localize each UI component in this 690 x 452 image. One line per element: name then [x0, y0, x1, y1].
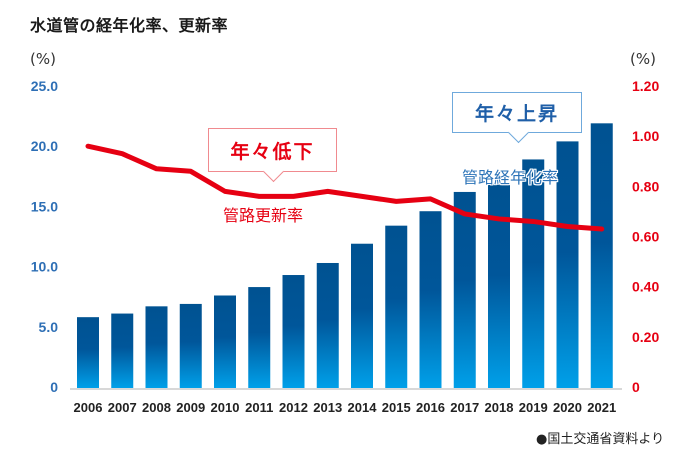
x-tick-label: 2009: [176, 400, 205, 415]
bar-series: [77, 123, 613, 388]
source-note: ●国土交通省資料より: [536, 432, 665, 447]
bar-2014: [351, 243, 373, 388]
x-tick-label: 2010: [211, 400, 240, 415]
right-axis-unit: (%): [630, 50, 656, 68]
right-tick-label: 0.40: [632, 279, 659, 295]
bar-2019: [522, 159, 545, 388]
rise-callout-text: 年々上昇: [474, 103, 559, 125]
bar-2011: [248, 287, 271, 388]
decline-callout-text: 年々低下: [230, 140, 315, 163]
left-tick-label: 0: [50, 379, 58, 395]
left-tick-label: 20.0: [31, 138, 58, 154]
right-tick-label: 0.60: [632, 229, 659, 245]
bar-2021: [590, 123, 613, 388]
x-tick-label: 2017: [450, 400, 479, 415]
aging-rate-label: 管路経年化率: [462, 168, 559, 187]
x-tick-label: 2008: [142, 400, 171, 415]
renewal-rate-label: 管路更新率: [223, 206, 304, 225]
right-tick-label: 0: [632, 379, 640, 395]
x-tick-label: 2013: [313, 400, 342, 415]
x-tick-label: 2019: [519, 400, 548, 415]
bar-2015: [385, 225, 408, 388]
bar-2009: [179, 303, 202, 388]
x-tick-label: 2011: [245, 400, 273, 415]
left-tick-label: 15.0: [31, 198, 58, 214]
bar-2006: [77, 317, 99, 388]
bar-2020: [556, 141, 579, 388]
bar-2012: [282, 275, 305, 388]
x-tick-label: 2006: [74, 400, 103, 415]
x-tick-label: 2015: [382, 400, 411, 415]
x-tick-label: 2020: [553, 400, 582, 415]
line-series: [85, 143, 605, 232]
bar-2007: [111, 313, 134, 388]
right-tick-label: 1.20: [632, 78, 659, 94]
right-tick-label: 0.80: [632, 178, 659, 194]
bar-2018: [488, 183, 510, 388]
left-axis-unit: (%): [30, 50, 56, 68]
left-tick-label: 10.0: [31, 259, 58, 275]
x-tick-label: 2014: [348, 400, 378, 415]
bar-2010: [214, 295, 236, 388]
x-axis: 2006 2007 2008 2009 2010 2011 2012 2013 2014 2015…: [74, 400, 617, 415]
right-tick-label: 0.20: [632, 329, 659, 345]
bar-2017: [453, 191, 476, 388]
bar-2008: [145, 306, 168, 388]
right-axis: 0 0.20 0.40 0.60 0.80 1.00 1.20: [632, 78, 659, 395]
x-tick-label: 2021: [587, 400, 616, 415]
left-axis: 0 5.0 10.0 15.0 20.0 25.0: [31, 78, 58, 395]
rise-callout: 年々上昇: [452, 92, 582, 144]
x-tick-label: 2018: [485, 400, 514, 415]
left-tick-label: 5.0: [39, 319, 59, 335]
x-tick-label: 2007: [108, 400, 137, 415]
bar-2016: [419, 211, 442, 388]
left-tick-label: 25.0: [31, 78, 58, 94]
x-tick-label: 2016: [416, 400, 445, 415]
renewal-rate-line: [85, 143, 605, 232]
chart-title: 水道管の経年化率、更新率: [30, 16, 229, 35]
right-tick-label: 1.00: [632, 128, 659, 144]
x-tick-label: 2012: [279, 400, 308, 415]
decline-callout: 年々低下: [208, 128, 337, 183]
bar-2013: [316, 262, 339, 388]
